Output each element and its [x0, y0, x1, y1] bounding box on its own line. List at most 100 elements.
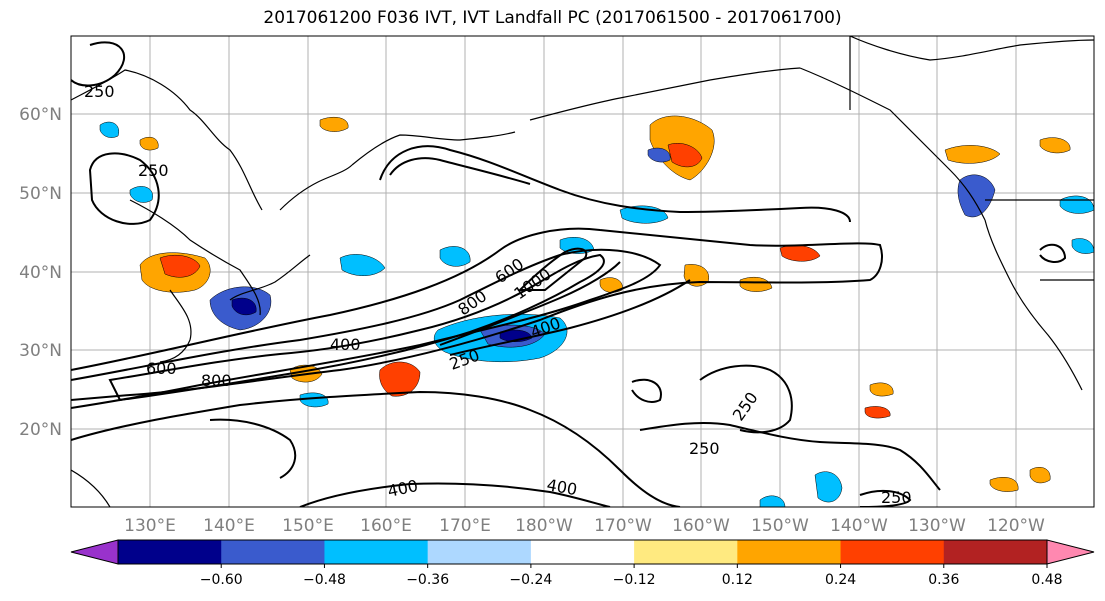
colorbar-tick-label: −0.36: [406, 572, 449, 588]
positive-anomaly-region: [667, 142, 703, 168]
colorbar-tick-label: 0.36: [928, 572, 959, 588]
lon-tick-labels: 130°E 140°E 150°E 160°E 170°E 180°W 170°…: [124, 516, 1045, 536]
lat-label: 50°N: [19, 184, 62, 204]
contour-line: [439, 261, 621, 346]
contour-line: [517, 247, 588, 291]
negative-anomaly-region: [814, 471, 843, 503]
lon-label: 180°W: [515, 516, 573, 536]
contour-label: 400: [330, 335, 361, 354]
lon-label: 140°E: [203, 516, 255, 536]
lat-label: 60°N: [19, 105, 62, 125]
lon-label: 160°E: [360, 516, 412, 536]
contour-line: [631, 378, 662, 403]
coastline-alaska: [529, 67, 801, 121]
contour-label: 250: [138, 161, 169, 180]
negative-anomaly-region: [99, 121, 120, 138]
lon-label: 140°W: [830, 516, 888, 536]
negative-anomaly-region: [439, 246, 471, 267]
contour-label: 250: [689, 439, 720, 458]
contour-label: 800: [201, 371, 232, 390]
positive-anomaly-region: [159, 255, 201, 278]
colorbar-cell: [324, 540, 429, 564]
colorbar-cell: [530, 540, 635, 564]
contour-line: [299, 482, 611, 507]
colorbar-cell: [118, 540, 222, 564]
map-title: 2017061200 F036 IVT, IVT Landfall PC (20…: [263, 8, 842, 28]
colorbar-cell: [221, 540, 325, 564]
lon-label: 170°E: [439, 516, 491, 536]
colorbar-cell: [943, 540, 1048, 564]
colorbar: −0.60 −0.48 −0.36 −0.24 −0.12 0.12 0.24 0.36 0.4…: [70, 539, 1095, 588]
colorbar-ticks: −0.60 −0.48 −0.36 −0.24 −0.12 0.12 0.24 0.36 0.4…: [200, 564, 1063, 588]
colorbar-cell: [737, 540, 842, 564]
positive-anomaly-region: [869, 382, 894, 397]
coastline-north-america: [984, 219, 1083, 391]
lon-label: 130°E: [124, 516, 176, 536]
lon-label: 170°W: [594, 516, 652, 536]
positive-anomaly-region: [599, 277, 623, 293]
positive-anomaly-region: [379, 361, 421, 397]
lon-label: 150°E: [282, 516, 334, 536]
positive-anomaly-region: [1029, 467, 1051, 484]
coastline-alaska-se: [799, 67, 986, 221]
negative-anomaly-region: [129, 186, 153, 203]
negative-anomaly-region: [647, 147, 671, 163]
colorbar-tick-label: −0.60: [200, 572, 243, 588]
coastline-kamchatka: [279, 164, 353, 211]
contour-labels: 250 250 600 800 400 800 600 1000 400 250…: [84, 82, 912, 507]
contour-label: 250: [881, 488, 912, 507]
contour-line: [379, 145, 851, 223]
contour-line: [108, 253, 605, 402]
lat-tick-labels: 60°N 50°N 40°N 30°N 20°N: [19, 105, 62, 440]
colorbar-extend-low: [70, 539, 119, 565]
coastline-arctic: [849, 36, 1094, 61]
positive-anomaly-region: [139, 137, 159, 151]
contour-line: [71, 41, 126, 87]
map-frame: [70, 35, 1095, 508]
positive-anomaly-region: [989, 477, 1019, 492]
colorbar-tick-label: −0.12: [613, 572, 656, 588]
contour-line: [209, 418, 297, 479]
coastline-korea: [159, 289, 192, 363]
negative-anomaly-region: [957, 174, 996, 218]
positive-anomaly-region: [1039, 137, 1071, 154]
lon-label: 150°W: [751, 516, 809, 536]
coastline-asia: [129, 199, 261, 316]
contour-label: 600: [146, 359, 177, 378]
colorbar-frame: [117, 539, 1048, 565]
lon-label: 120°W: [987, 516, 1045, 536]
positive-anomaly-region: [739, 277, 773, 292]
lon-label: 130°W: [908, 516, 966, 536]
coastline-se-asia: [71, 469, 111, 507]
colorbar-cell: [840, 540, 945, 564]
colorbar-cells: [118, 540, 1048, 564]
lat-label: 20°N: [19, 420, 62, 440]
lon-label: 160°W: [672, 516, 730, 536]
negative-anomaly-region: [339, 254, 386, 276]
contour-line: [449, 279, 691, 356]
ivt-contours: [71, 41, 1067, 507]
positive-anomaly-region: [944, 145, 1001, 164]
contour-line: [1039, 243, 1067, 263]
colorbar-tick-label: −0.48: [303, 572, 346, 588]
negative-anomaly-region: [299, 392, 329, 408]
contour-line: [71, 390, 681, 507]
negative-anomaly-region: [759, 495, 786, 507]
positive-anomaly-region: [864, 406, 891, 419]
positive-anomaly-region: [319, 117, 349, 132]
contour-line: [71, 227, 883, 401]
contour-line: [71, 248, 662, 409]
colorbar-extend-high: [1046, 539, 1095, 565]
contour-label: 250: [84, 82, 115, 101]
lat-label: 30°N: [19, 341, 62, 361]
colorbar-tick-label: −0.24: [509, 572, 552, 588]
colorbar-tick-label: 0.24: [825, 572, 856, 588]
contour-line: [639, 421, 941, 491]
colorbar-cell: [634, 540, 738, 564]
contour-line: [389, 157, 531, 185]
contour-line: [88, 152, 160, 225]
colorbar-tick-label: 0.48: [1031, 572, 1062, 588]
contour-line: [699, 364, 793, 434]
coastline-aleutians: [351, 131, 516, 166]
